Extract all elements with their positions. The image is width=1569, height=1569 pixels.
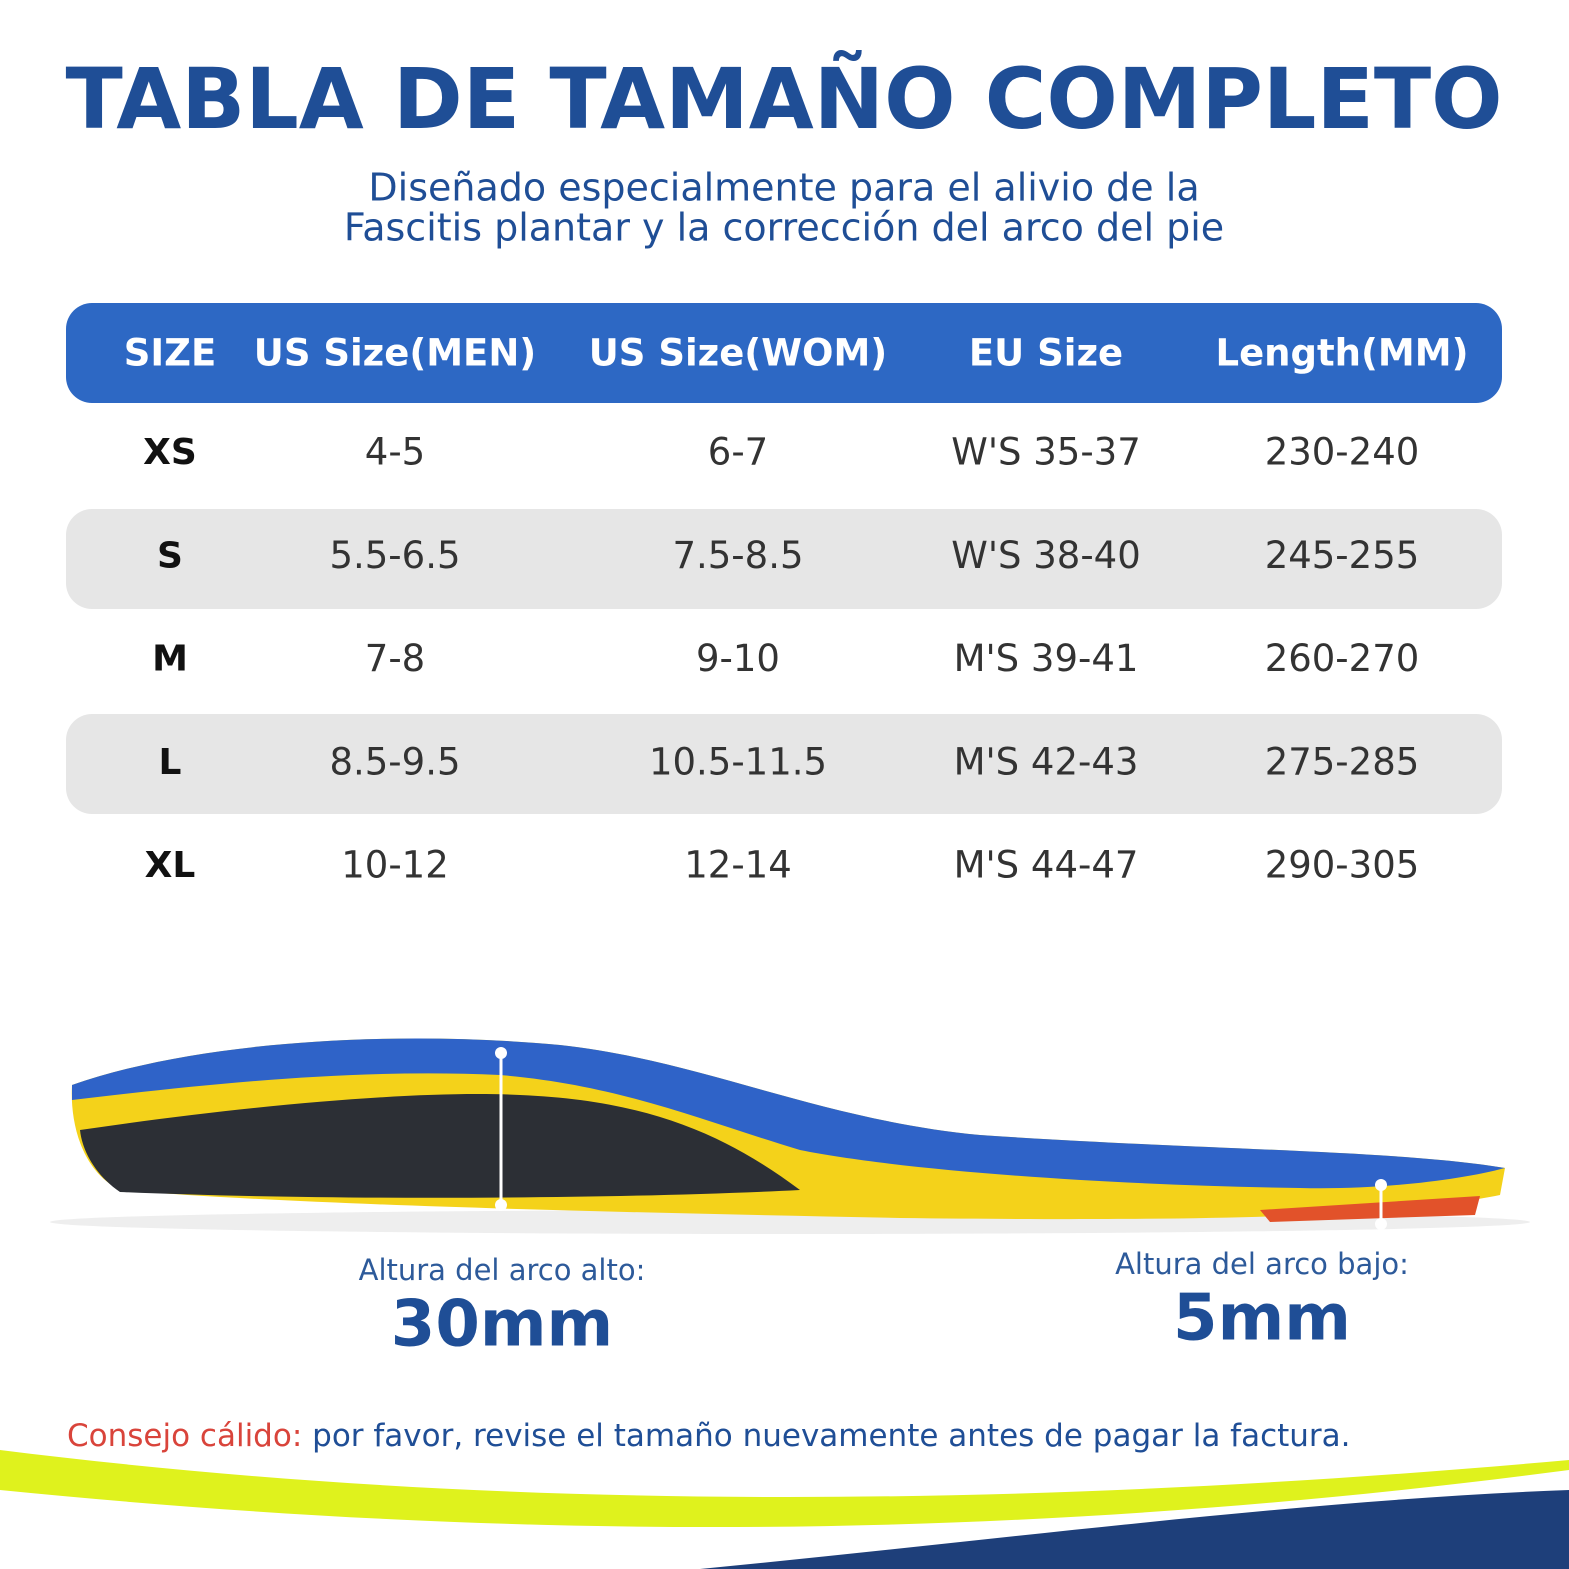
row-stripe xyxy=(66,714,1502,814)
tip: Consejo cálido: por favor, revise el tam… xyxy=(67,1418,1351,1454)
table-cell: W'S 38-40 xyxy=(951,534,1141,577)
column-header: EU Size xyxy=(969,332,1123,375)
size-cell: L xyxy=(159,742,182,783)
swoosh xyxy=(700,1490,1569,1569)
column-header: SIZE xyxy=(124,332,217,375)
table-cell: 260-270 xyxy=(1265,637,1420,680)
table-cell: 9-10 xyxy=(696,637,780,680)
table-cell: 10.5-11.5 xyxy=(649,740,827,783)
size-cell: XL xyxy=(145,845,196,886)
table-cell: M'S 39-41 xyxy=(954,637,1139,680)
table-cell: 8.5-9.5 xyxy=(329,740,460,783)
table-cell: M'S 42-43 xyxy=(954,740,1139,783)
measure-value: 30mm xyxy=(391,1288,613,1362)
table-cell: 230-240 xyxy=(1265,431,1420,474)
subtitle-line: Diseñado especialmente para el alivio de… xyxy=(368,166,1199,210)
table-header xyxy=(66,303,1502,403)
table-cell: 12-14 xyxy=(684,844,792,887)
title: TABLA DE TAMAÑO COMPLETO xyxy=(65,50,1502,148)
size-cell: XS xyxy=(143,432,197,473)
tip-label: Consejo cálido: xyxy=(67,1418,302,1454)
column-header: US Size(MEN) xyxy=(254,332,536,375)
table-cell: W'S 35-37 xyxy=(951,431,1141,474)
table-cell: 7-8 xyxy=(365,637,425,680)
table-cell: 4-5 xyxy=(365,431,425,474)
table-cell: 275-285 xyxy=(1265,740,1420,783)
measure-value: 5mm xyxy=(1173,1282,1351,1356)
table-cell: 245-255 xyxy=(1265,534,1420,577)
column-header: US Size(WOM) xyxy=(589,332,887,375)
table-cell: 290-305 xyxy=(1265,844,1420,887)
table-cell: 6-7 xyxy=(708,431,768,474)
table-cell: 7.5-8.5 xyxy=(672,534,803,577)
table-cell: 5.5-6.5 xyxy=(329,534,460,577)
subtitle-line: Fascitis plantar y la corrección del arc… xyxy=(344,206,1224,250)
column-header: Length(MM) xyxy=(1216,332,1469,375)
table-cell: M'S 44-47 xyxy=(954,844,1139,887)
size-cell: S xyxy=(157,535,183,576)
insole-image xyxy=(50,1038,1530,1234)
row-stripe xyxy=(66,509,1502,609)
size-cell: M xyxy=(152,639,188,680)
measure-label: Altura del arco bajo: xyxy=(1115,1247,1409,1281)
measure-label: Altura del arco alto: xyxy=(359,1253,646,1287)
table-cell: 10-12 xyxy=(341,844,449,887)
table: SIZE US Size(MEN) US Size(WOM) EU Size Lengt… xyxy=(124,332,1469,887)
tip-text: por favor, revise el tamaño nuevamente a… xyxy=(302,1418,1350,1454)
